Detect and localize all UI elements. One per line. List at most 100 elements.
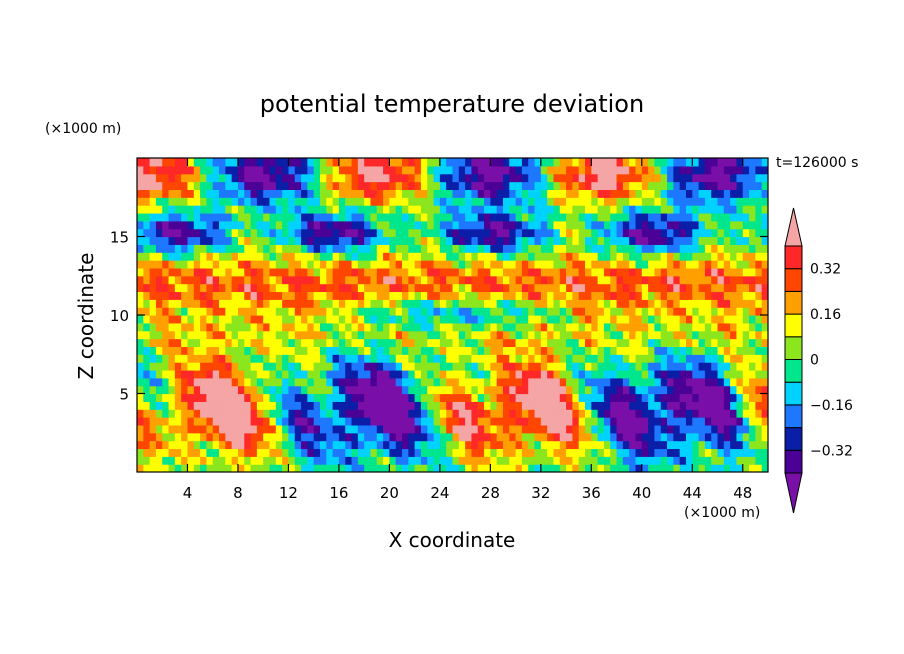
- field-cell: [585, 220, 592, 230]
- field-cell: [698, 181, 706, 190]
- field-cell: [256, 354, 264, 363]
- field-cell: [496, 464, 504, 472]
- field-cell: [610, 417, 618, 426]
- field-cell: [761, 417, 768, 426]
- colorbar-tick-label: 0.16: [810, 307, 841, 323]
- field-cell: [509, 244, 517, 253]
- field-cell: [219, 456, 226, 465]
- field-cell: [433, 291, 441, 300]
- field-cell: [477, 393, 485, 402]
- field-cell: [742, 189, 750, 198]
- field-cell: [742, 409, 750, 418]
- field-cell: [509, 267, 517, 277]
- field-cell: [597, 322, 605, 332]
- field-cell: [338, 181, 346, 190]
- field-cell: [420, 322, 428, 332]
- field-cell: [294, 205, 302, 214]
- field-cell: [288, 315, 296, 324]
- field-cell: [364, 197, 372, 206]
- field-cell: [610, 448, 618, 457]
- field-cell: [288, 338, 296, 347]
- field-cell: [313, 385, 321, 395]
- field-cell: [370, 197, 378, 206]
- field-cell: [559, 212, 567, 222]
- field-cell: [168, 212, 176, 222]
- field-cell: [717, 299, 725, 308]
- field-cell: [395, 377, 403, 387]
- field-cell: [332, 338, 340, 347]
- field-cell: [648, 267, 656, 277]
- field-cell: [692, 424, 700, 434]
- field-cell: [282, 189, 290, 198]
- field-cell: [212, 338, 220, 347]
- field-cell: [597, 252, 605, 261]
- field-cell: [490, 205, 498, 214]
- field-cell: [534, 440, 542, 450]
- field-cell: [307, 197, 315, 206]
- field-cell: [137, 354, 144, 363]
- field-cell: [427, 440, 435, 450]
- field-cell: [723, 362, 731, 371]
- field-cell: [717, 322, 725, 332]
- field-cell: [509, 197, 517, 206]
- field-cell: [237, 346, 245, 355]
- field-cell: [465, 220, 473, 230]
- field-cell: [603, 267, 611, 277]
- field-cell: [395, 307, 403, 316]
- field-cell: [231, 244, 239, 253]
- field-cell: [256, 315, 264, 324]
- field-cell: [458, 189, 466, 198]
- field-cell: [433, 260, 441, 269]
- field-cell: [395, 424, 403, 434]
- field-cell: [749, 197, 756, 206]
- field-cell: [622, 291, 630, 300]
- field-cell: [515, 432, 523, 442]
- field-cell: [559, 354, 567, 363]
- field-cell: [282, 362, 290, 371]
- field-cell: [521, 393, 529, 402]
- field-cell: [553, 299, 561, 308]
- field-cell: [319, 432, 327, 442]
- field-cell: [452, 205, 460, 214]
- colorbar-bin: [784, 404, 803, 429]
- field-cell: [351, 267, 359, 277]
- field-cell: [149, 205, 157, 214]
- field-cell: [370, 464, 378, 472]
- field-cell: [143, 432, 151, 442]
- field-cell: [572, 417, 580, 426]
- field-cell: [496, 307, 504, 316]
- field-cell: [660, 432, 668, 442]
- field-cell: [540, 464, 548, 472]
- field-cell: [402, 307, 409, 316]
- field-cell: [610, 330, 618, 340]
- field-cell: [414, 307, 422, 316]
- field-cell: [458, 322, 466, 332]
- field-cell: [206, 362, 214, 371]
- field-cell: [338, 369, 346, 379]
- field-cell: [648, 252, 656, 261]
- field-cell: [345, 228, 353, 238]
- field-cell: [679, 260, 687, 269]
- field-cell: [345, 291, 353, 300]
- field-cell: [477, 173, 485, 183]
- field-cell: [484, 377, 491, 387]
- field-cell: [458, 283, 466, 293]
- field-cell: [723, 236, 731, 245]
- field-cell: [585, 299, 592, 308]
- field-cell: [137, 205, 144, 214]
- field-cell: [301, 315, 308, 324]
- field-cell: [534, 330, 542, 340]
- field-cell: [187, 440, 195, 450]
- field-cell: [742, 417, 750, 426]
- field-cell: [591, 189, 599, 198]
- field-cell: [635, 252, 643, 261]
- field-cell: [559, 322, 567, 332]
- field-cell: [509, 362, 517, 371]
- field-cell: [269, 275, 277, 285]
- field-cell: [458, 260, 466, 269]
- field-cell: [149, 448, 157, 457]
- field-cell: [181, 338, 189, 347]
- field-cell: [502, 448, 510, 457]
- field-cell: [319, 322, 327, 332]
- field-cell: [755, 456, 763, 465]
